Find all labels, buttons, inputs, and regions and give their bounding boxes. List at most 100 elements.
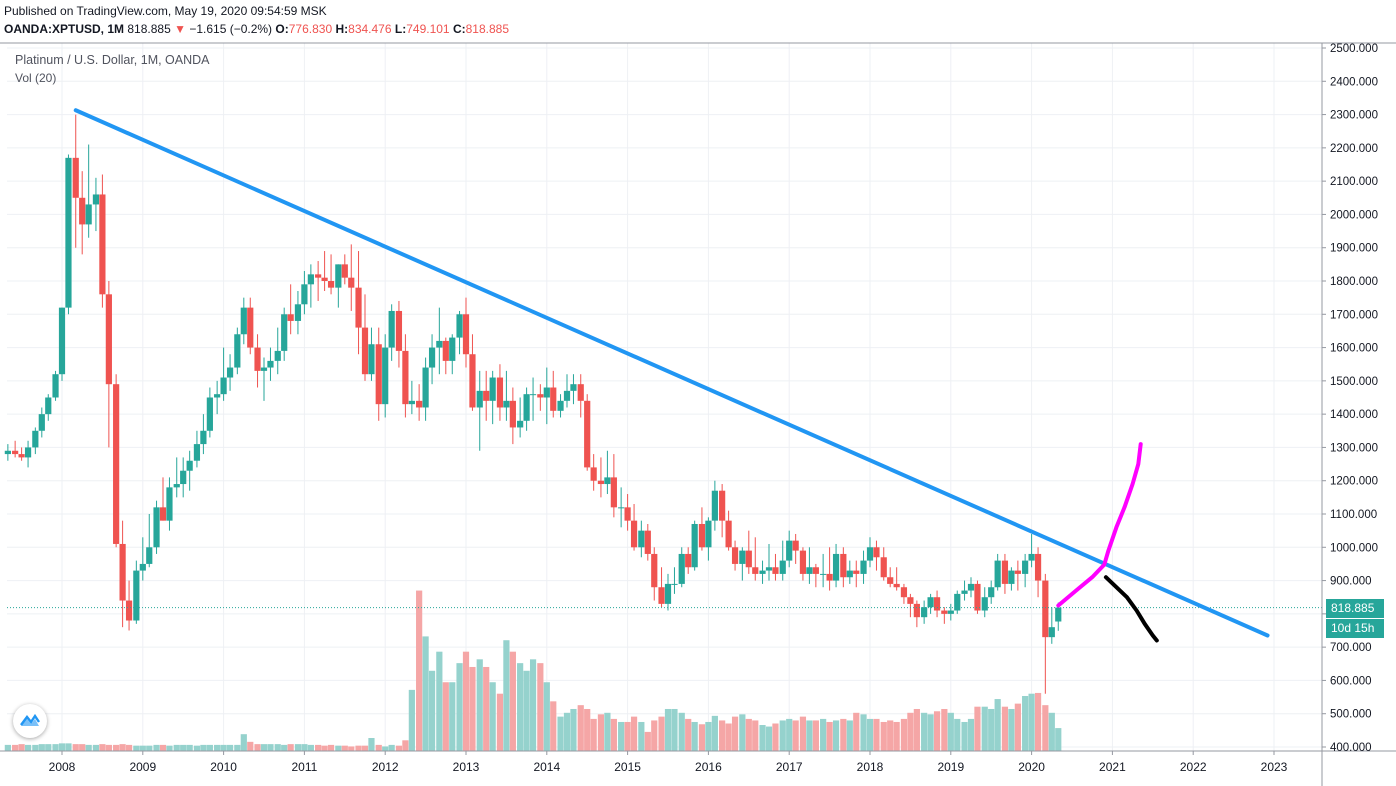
volume-bar xyxy=(921,712,928,751)
candle-body xyxy=(604,477,611,485)
volume-bar xyxy=(469,666,476,751)
price-change: −1.615 (−0.2%) xyxy=(189,22,273,36)
candle-body xyxy=(765,567,773,571)
close-label: C: xyxy=(452,22,466,36)
candle-body xyxy=(1008,570,1015,584)
candle-body xyxy=(873,547,880,558)
candle-body xyxy=(12,450,19,455)
volume-bar xyxy=(1008,708,1015,751)
candle-body xyxy=(105,294,112,385)
candle-body xyxy=(315,274,322,278)
candle-body xyxy=(200,430,207,445)
y-tick-label: 2500.000 xyxy=(1330,43,1378,55)
candle-body xyxy=(954,593,961,611)
candle-body xyxy=(590,467,597,481)
chart-legend-title[interactable]: Platinum / U.S. Dollar, 1M, OANDA xyxy=(15,53,210,67)
candle-body xyxy=(557,400,564,411)
volume-bar xyxy=(947,712,954,751)
candle-body xyxy=(234,334,241,368)
tradingview-logo-icon[interactable] xyxy=(13,704,47,738)
candle-body xyxy=(981,597,988,611)
volume-bar xyxy=(638,721,645,751)
volume-bar xyxy=(428,670,436,751)
candle-body xyxy=(240,307,247,335)
candle-body xyxy=(462,314,470,355)
candle-body xyxy=(792,540,799,551)
candle-body xyxy=(927,597,934,608)
volume-bar xyxy=(705,721,712,751)
volume-bar xyxy=(725,723,732,751)
volume-bar xyxy=(1034,692,1042,751)
volume-bar xyxy=(4,744,11,751)
candle-body xyxy=(496,377,504,408)
candle-body xyxy=(226,367,234,378)
candle-body xyxy=(618,507,625,509)
y-tick-label: 2200.000 xyxy=(1330,143,1378,155)
volume-bar xyxy=(772,723,779,751)
candle-body xyxy=(731,547,739,564)
candle-body xyxy=(933,597,941,611)
volume-bar xyxy=(618,721,625,751)
volume-bar xyxy=(254,744,261,751)
volume-bar xyxy=(368,738,375,751)
volume-bar xyxy=(812,720,819,751)
candle-body xyxy=(988,587,995,598)
candle-body xyxy=(941,610,948,614)
candle-body xyxy=(153,507,160,548)
candle-body xyxy=(45,397,52,415)
volume-bar xyxy=(45,744,52,751)
volume-bar xyxy=(907,712,914,751)
volume-bar xyxy=(913,708,920,751)
y-tick-label: 1500.000 xyxy=(1330,376,1378,388)
change-arrow-icon: ▼ xyxy=(174,22,186,36)
y-tick-label: 700.000 xyxy=(1330,642,1372,654)
candle-body xyxy=(658,587,665,604)
candle-body xyxy=(159,507,167,521)
candle-body xyxy=(523,394,530,421)
candle-body xyxy=(961,590,968,594)
candle-body xyxy=(1048,627,1055,638)
drawings xyxy=(7,108,1322,643)
candle-body xyxy=(166,487,173,521)
volume-bar xyxy=(483,666,490,751)
volume-bar xyxy=(335,745,342,751)
candle-body xyxy=(24,447,32,458)
candle-body xyxy=(967,583,975,591)
candle-body xyxy=(85,204,92,225)
candle-body xyxy=(812,567,819,574)
volume-bar xyxy=(159,744,167,751)
symbol-label[interactable]: OANDA:XPTUSD, 1M xyxy=(4,22,125,36)
volume-bar xyxy=(496,693,504,751)
volume-bar xyxy=(119,744,126,751)
candle-body xyxy=(368,344,375,375)
candle-body xyxy=(1001,560,1009,584)
volume-bar xyxy=(153,744,160,751)
volume-bar xyxy=(456,663,463,751)
y-tick-label: 900.000 xyxy=(1330,576,1372,588)
volume-bar xyxy=(476,659,483,751)
volume-bar xyxy=(348,746,355,751)
candle-body xyxy=(133,570,140,621)
volume-bar xyxy=(961,721,968,751)
volume-bar xyxy=(85,744,92,751)
volume-bar xyxy=(220,744,227,751)
indicator-legend[interactable]: Vol (20) xyxy=(15,71,57,85)
volume-bar xyxy=(327,744,335,751)
candle-body xyxy=(408,400,415,405)
candle-body xyxy=(866,547,874,561)
volume-bar xyxy=(416,590,423,751)
high-value: 834.476 xyxy=(348,22,392,36)
volume-bar xyxy=(664,708,672,751)
volume-bar xyxy=(58,743,66,751)
candle-body xyxy=(921,607,928,618)
y-tick-label: 1900.000 xyxy=(1330,243,1378,255)
volume-bar xyxy=(853,712,860,751)
candle-body xyxy=(772,567,779,574)
candle-body xyxy=(260,367,268,371)
volume-bar xyxy=(658,716,665,751)
volume-bar xyxy=(395,745,403,751)
candle-body xyxy=(274,350,281,361)
candle-body xyxy=(503,400,510,408)
candle-body xyxy=(994,560,1001,588)
